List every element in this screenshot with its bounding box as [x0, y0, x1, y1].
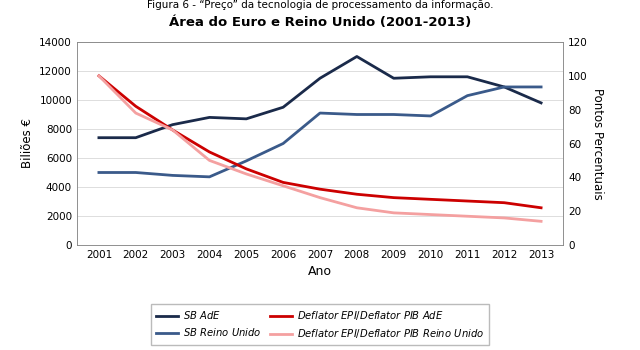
- Text: Área do Euro e Reino Unido (2001-2013): Área do Euro e Reino Unido (2001-2013): [169, 16, 471, 29]
- Y-axis label: Pontos Percentuais: Pontos Percentuais: [591, 88, 604, 200]
- X-axis label: Ano: Ano: [308, 265, 332, 278]
- Text: Figura 6 - “Preço” da tecnologia de processamento da informação.: Figura 6 - “Preço” da tecnologia de proc…: [147, 0, 493, 10]
- Legend: $\mathit{SB\ AdE}$, $\mathit{SB\ Reino\ Unido}$, $\mathit{Deflator\ EPI/Deflator: $\mathit{SB\ AdE}$, $\mathit{SB\ Reino\ …: [151, 304, 489, 345]
- Y-axis label: Biliões €: Biliões €: [20, 119, 34, 168]
